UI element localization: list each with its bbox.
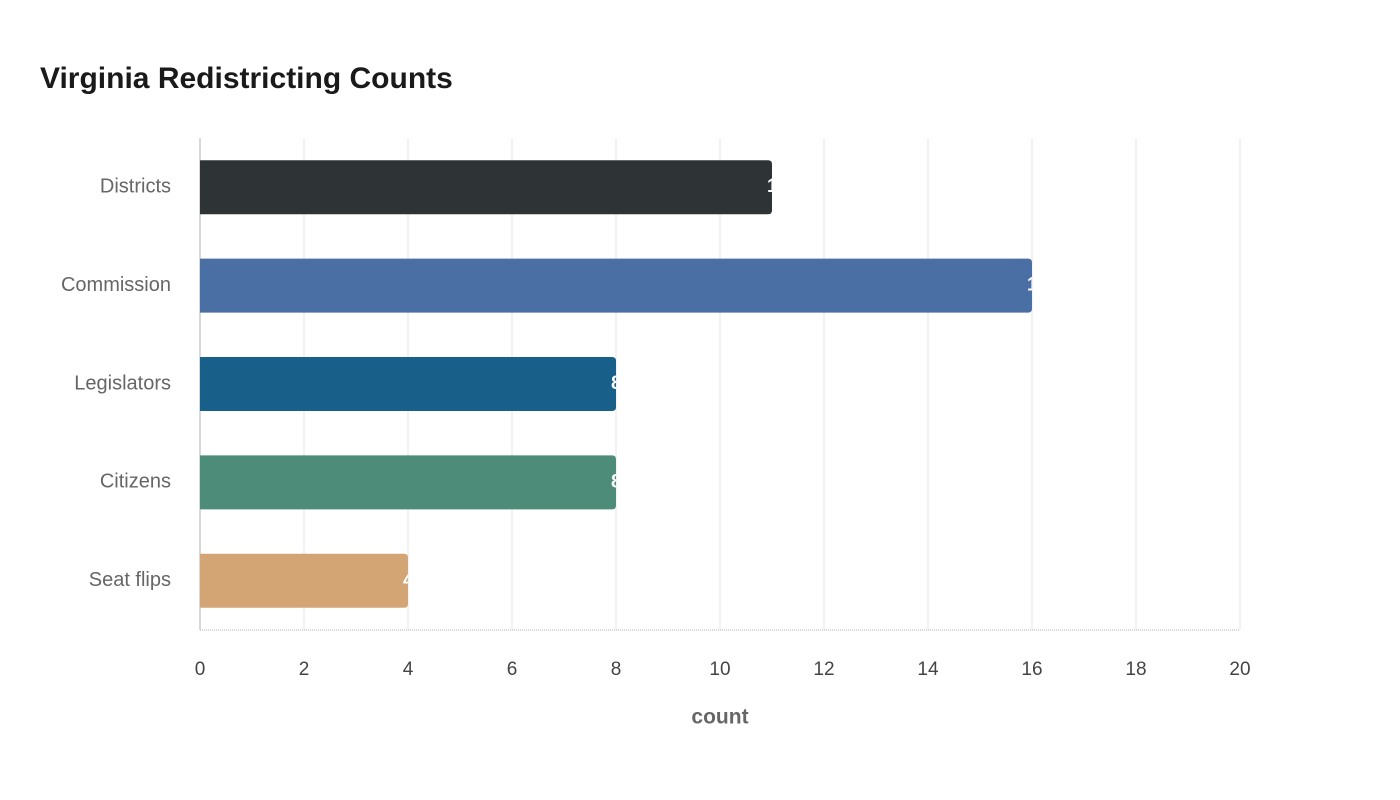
data-label: 8 <box>611 373 622 394</box>
x-tick-label: 6 <box>507 659 518 680</box>
x-tick-label: 20 <box>1229 659 1250 680</box>
bar <box>200 357 616 411</box>
y-tick-label: Seat flips <box>89 569 171 591</box>
x-tick-label: 2 <box>299 659 310 680</box>
x-tick-label: 12 <box>813 659 834 680</box>
x-axis-title: count <box>691 706 748 729</box>
chart-title: Virginia Redistricting Counts <box>40 62 453 95</box>
x-tick-label: 4 <box>403 659 414 680</box>
x-tick-label: 18 <box>1125 659 1146 680</box>
x-tick-label: 16 <box>1021 659 1042 680</box>
bar <box>200 455 616 510</box>
data-label: 11 <box>767 176 788 197</box>
x-tick-label: 8 <box>611 659 622 680</box>
data-label: 16 <box>1027 275 1048 296</box>
y-tick-label: Legislators <box>74 372 171 394</box>
data-label: 8 <box>611 471 622 492</box>
x-tick-label: 14 <box>917 659 939 680</box>
bar <box>200 553 408 608</box>
y-tick-label: Citizens <box>100 471 171 493</box>
bar <box>200 160 772 215</box>
data-label: 4 <box>403 570 414 591</box>
x-tick-label: 0 <box>195 659 206 680</box>
x-tick-label: 10 <box>709 659 730 680</box>
y-tick-label: Commission <box>61 274 171 296</box>
bar <box>200 258 1032 313</box>
y-tick-label: Districts <box>100 175 171 197</box>
